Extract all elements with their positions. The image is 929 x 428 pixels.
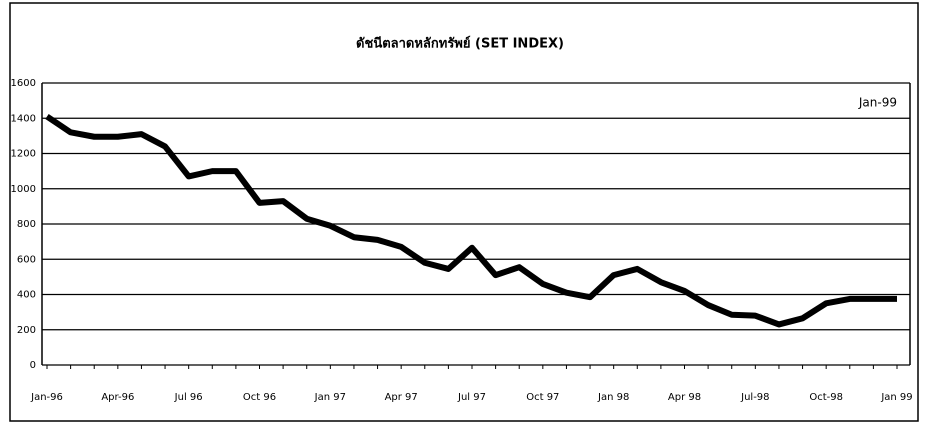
x-tick-label: Jul 97 xyxy=(457,392,486,403)
x-tick-label: Oct 96 xyxy=(243,392,276,403)
chart-border xyxy=(9,2,919,422)
chart-title: ดัชนีตลาดหลักทรัพย์ (SET INDEX) xyxy=(356,36,564,52)
y-tick-label: 1000 xyxy=(11,184,36,195)
y-tick-label: 1200 xyxy=(11,149,36,160)
x-tick-label: Apr-96 xyxy=(101,392,134,403)
y-tick-label: 1400 xyxy=(11,113,36,124)
x-tick-label: Apr 98 xyxy=(668,392,701,403)
y-tick-label: 600 xyxy=(17,254,36,265)
y-tick-label: 1600 xyxy=(11,78,36,89)
x-tick-label: Oct-98 xyxy=(809,392,843,403)
x-tick-label: Oct 97 xyxy=(526,392,559,403)
y-tick-label: 200 xyxy=(17,325,36,336)
data-line xyxy=(45,113,897,328)
annotation: Jan-99 xyxy=(858,96,897,110)
x-tick-label: Jul-98 xyxy=(740,392,769,403)
x-tick-label: Jan 97 xyxy=(314,392,346,403)
x-tick-label: Jul 96 xyxy=(174,392,203,403)
x-tick-label: Jan 99 xyxy=(880,392,912,403)
x-tick-label: Jan-96 xyxy=(30,392,63,403)
y-tick-label: 800 xyxy=(17,219,36,230)
y-tick-label: 0 xyxy=(30,360,36,371)
x-tick-label: Jan 98 xyxy=(597,392,629,403)
y-tick-label: 400 xyxy=(17,290,36,301)
x-tick-label: Apr 97 xyxy=(385,392,418,403)
